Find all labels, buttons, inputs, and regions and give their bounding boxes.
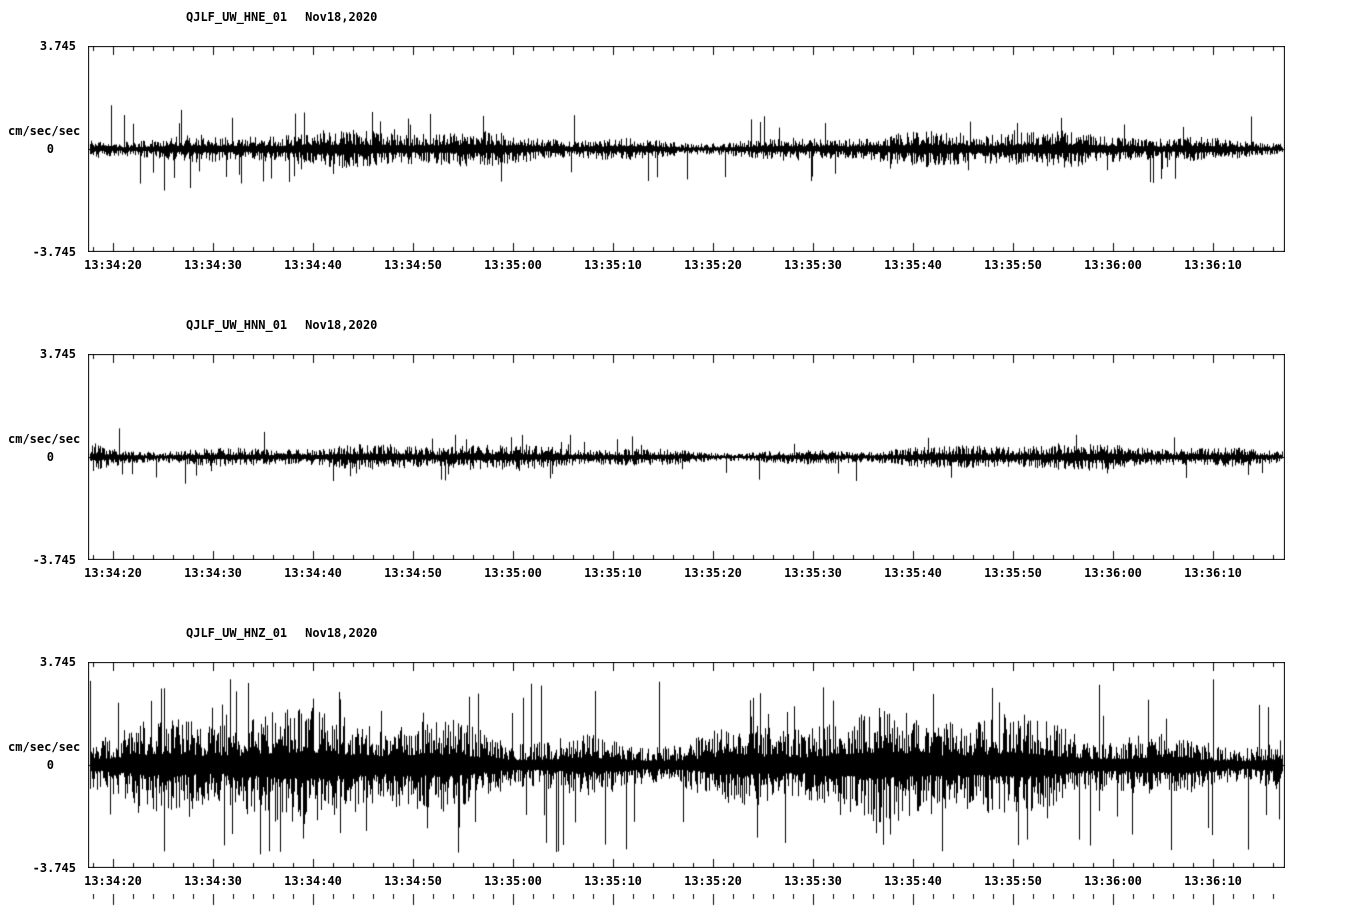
x-tick-label: 13:34:40 [284,566,342,580]
x-tick-label: 13:35:50 [984,566,1042,580]
x-tick-label: 13:35:20 [684,566,742,580]
seismogram-panel: QJLF_UW_HNZ_01 Nov18,2020 3.745 cm/sec/se… [0,616,1358,924]
x-tick-label: 13:35:20 [684,874,742,888]
y-axis-units-label: cm/sec/sec [8,740,81,754]
y-min-label: -3.745 [32,861,76,875]
y-max-label: 3.745 [39,39,76,53]
trace-date-label: Nov18,2020 [305,626,378,640]
x-tick-label: 13:35:20 [684,258,742,272]
trace-station-label: QJLF_UW_HNN_01 [186,318,288,332]
x-tick-label: 13:36:00 [1084,258,1142,272]
y-max-label: 3.745 [39,347,76,361]
x-tick-label: 13:36:10 [1184,874,1242,888]
waveform-plot [88,46,1285,252]
x-tick-label: 13:36:10 [1184,258,1242,272]
x-tick-label: 13:34:20 [84,258,142,272]
y-zero-label: 0 [46,450,54,464]
seismogram-panel: QJLF_UW_HNE_01 Nov18,2020 3.745 cm/sec/se… [0,0,1358,308]
trace-date-label: Nov18,2020 [305,10,378,24]
x-tick-label: 13:36:00 [1084,874,1142,888]
x-tick-label: 13:35:40 [884,874,942,888]
waveform-plot [88,354,1285,560]
x-tick-label: 13:35:30 [784,258,842,272]
waveform-plot [88,662,1285,868]
x-tick-label: 13:35:10 [584,566,642,580]
y-max-label: 3.745 [39,655,76,669]
trace-station-label: QJLF_UW_HNE_01 [186,10,288,24]
x-tick-label: 13:35:00 [484,874,542,888]
x-tick-label: 13:34:20 [84,566,142,580]
x-tick-label: 13:35:40 [884,566,942,580]
x-tick-label: 13:35:10 [584,258,642,272]
x-tick-label: 13:35:50 [984,874,1042,888]
y-min-label: -3.745 [32,553,76,567]
x-tick-label: 13:35:10 [584,874,642,888]
x-tick-label: 13:35:40 [884,258,942,272]
x-tick-label: 13:36:00 [1084,566,1142,580]
y-axis-units-label: cm/sec/sec [8,124,81,138]
x-tick-label: 13:34:50 [384,874,442,888]
x-axis-labels: 13:34:20 13:34:30 13:34:40 13:34:50 13:35:00… [84,566,1285,582]
y-axis-units-label: cm/sec/sec [8,432,81,446]
trace-station-label: QJLF_UW_HNZ_01 [186,626,288,640]
x-tick-label: 13:35:50 [984,258,1042,272]
x-axis-labels: 13:34:20 13:34:30 13:34:40 13:34:50 13:35:00… [84,874,1285,890]
x-tick-label: 13:34:30 [184,874,242,888]
next-panel-cropped-ticks [88,894,1285,924]
x-tick-label: 13:35:30 [784,566,842,580]
x-axis-labels: 13:34:20 13:34:30 13:34:40 13:34:50 13:35:00… [84,258,1285,274]
x-tick-label: 13:34:30 [184,258,242,272]
x-tick-label: 13:35:00 [484,566,542,580]
x-tick-label: 13:35:00 [484,258,542,272]
x-tick-label: 13:34:30 [184,566,242,580]
x-tick-label: 13:34:20 [84,874,142,888]
trace-title: QJLF_UW_HNN_01 Nov18,2020 [186,318,377,332]
trace-title: QJLF_UW_HNE_01 Nov18,2020 [186,10,377,24]
seismogram-panel: QJLF_UW_HNN_01 Nov18,2020 3.745 cm/sec/se… [0,308,1358,616]
x-tick-label: 13:34:40 [284,258,342,272]
x-tick-label: 13:36:10 [1184,566,1242,580]
x-tick-label: 13:34:50 [384,258,442,272]
x-tick-label: 13:34:40 [284,874,342,888]
y-zero-label: 0 [46,142,54,156]
x-tick-label: 13:34:50 [384,566,442,580]
trace-date-label: Nov18,2020 [305,318,378,332]
trace-title: QJLF_UW_HNZ_01 Nov18,2020 [186,626,377,640]
x-tick-label: 13:35:30 [784,874,842,888]
y-zero-label: 0 [46,758,54,772]
y-min-label: -3.745 [32,245,76,259]
